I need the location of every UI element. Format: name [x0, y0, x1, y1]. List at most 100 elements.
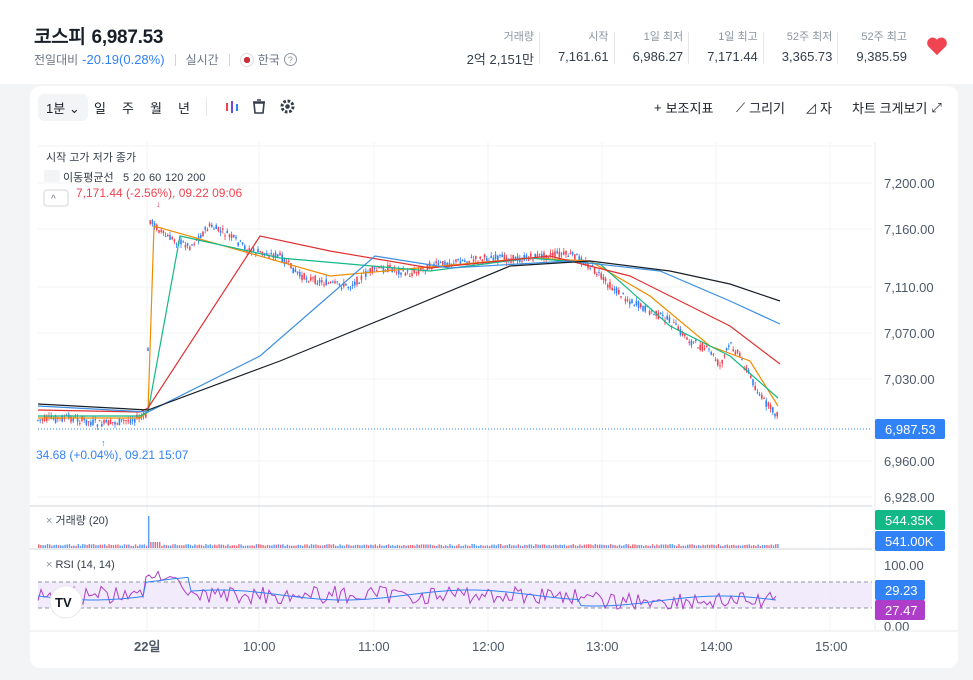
- candle-body: [631, 299, 633, 304]
- chart-size-button[interactable]: 차트 크게보기 ⤢: [852, 99, 942, 117]
- tab-year[interactable]: 년: [178, 101, 190, 116]
- volume-bar: [482, 545, 484, 548]
- volume-bar: [205, 544, 207, 548]
- candle-body: [193, 243, 195, 245]
- candle-body: [596, 274, 598, 276]
- candle-body: [70, 416, 72, 422]
- candle-body: [173, 239, 176, 242]
- candle-body: [545, 255, 547, 260]
- candle-body: [103, 420, 105, 424]
- volume-bar: [181, 545, 183, 548]
- volume-bar: [315, 544, 317, 548]
- candle-body: [191, 244, 193, 246]
- volume-bar: [134, 544, 137, 548]
- tab-day[interactable]: 일: [94, 101, 106, 116]
- volume-bar: [299, 545, 302, 548]
- candle-body: [261, 251, 264, 255]
- draw-button[interactable]: ⟋ 그리기: [736, 99, 785, 117]
- volume-bar: [145, 545, 148, 548]
- candle-body: [398, 268, 400, 275]
- volume-bar: [427, 544, 429, 548]
- change-label: 전일대비: [34, 53, 79, 67]
- candle-body: [175, 243, 178, 245]
- volume-bar: [731, 544, 733, 548]
- volume-bar: [374, 544, 376, 548]
- candle-body: [222, 228, 224, 230]
- candle-body: [340, 287, 343, 289]
- candle-body: [525, 255, 528, 259]
- volume-bar: [673, 545, 676, 548]
- candle-body: [574, 254, 576, 260]
- tab-month[interactable]: 월: [150, 101, 162, 116]
- gear-icon[interactable]: [279, 98, 296, 115]
- price-chart[interactable]: 시작 고가 저가 종가 이동평균선 5 20 60 120 200 ^ 7,17…: [30, 86, 958, 668]
- candle-body: [109, 419, 112, 424]
- volume-bar: [407, 545, 409, 548]
- volume-bar: [302, 545, 304, 548]
- candle-type-icon[interactable]: [224, 99, 240, 115]
- candle-body: [679, 328, 682, 335]
- candle-body: [633, 304, 635, 306]
- volume-bar: [372, 545, 374, 548]
- candle-body: [257, 249, 259, 252]
- ruler-button[interactable]: ◿ 자: [806, 99, 832, 117]
- volume-bar: [429, 544, 431, 548]
- indicator-button[interactable]: + 보조지표: [654, 100, 714, 116]
- candle-body: [114, 422, 116, 425]
- volume-bar: [161, 545, 163, 548]
- candle-body: [499, 254, 501, 257]
- candle-body: [453, 263, 455, 265]
- volume-bar: [471, 544, 473, 548]
- volume-bar: [93, 544, 95, 548]
- candle-body: [215, 225, 217, 229]
- ma-200-line: [37, 260, 781, 411]
- collapse-legend-button[interactable]: [43, 189, 69, 207]
- candle-body: [512, 255, 514, 262]
- ma-legend: 이동평균선 5 20 60 120 200 ^: [43, 170, 205, 207]
- help-icon[interactable]: ?: [283, 53, 297, 66]
- volume-bar: [526, 545, 528, 548]
- volume-bar: [420, 544, 423, 548]
- ohlc-legend: 시작 고가 저가 종가: [46, 151, 136, 164]
- candle-body: [116, 423, 118, 425]
- favorite-heart-icon[interactable]: [926, 36, 948, 56]
- candle-body: [752, 379, 754, 386]
- volume-bar: [456, 545, 458, 548]
- volume-bar: [777, 544, 779, 548]
- candle-body: [129, 419, 132, 424]
- volume-bar: [676, 545, 678, 548]
- volume-bar: [458, 544, 460, 548]
- candle-body: [615, 287, 618, 294]
- volume-bar: [101, 544, 104, 548]
- volume-bar: [647, 545, 649, 548]
- candle-body: [127, 420, 129, 422]
- volume-bar: [460, 545, 462, 548]
- tradingview-logo-icon[interactable]: [49, 585, 83, 619]
- volume-bar: [434, 545, 436, 548]
- trash-icon[interactable]: [251, 98, 267, 115]
- volume-bar: [775, 544, 777, 548]
- svg-text:이동평균선: 이동평균선: [63, 171, 114, 184]
- eye-off-icon[interactable]: [44, 170, 60, 182]
- time-tick: 11:00: [358, 639, 390, 654]
- tab-week[interactable]: 주: [122, 101, 134, 116]
- candle-body: [189, 246, 191, 250]
- volume-bar: [40, 545, 42, 548]
- candle-body: [604, 278, 607, 282]
- candle-body: [349, 287, 352, 289]
- interval-select[interactable]: 1분 ⌄: [38, 94, 88, 121]
- candle-body: [149, 220, 151, 224]
- candle-body: [312, 277, 314, 279]
- candle-body: [290, 263, 292, 269]
- volume-bar: [348, 544, 350, 548]
- candle-body: [120, 419, 123, 421]
- candle-body: [697, 347, 699, 349]
- volume-bar: [38, 544, 40, 548]
- candle-body: [263, 252, 266, 254]
- stats-row: 거래량 2억 2,151만 시작 7,161.61 1일 최저 6,986.27 1일…: [455, 28, 907, 68]
- volume-bar: [469, 545, 471, 548]
- volume-bar: [405, 545, 407, 548]
- volume-bar: [167, 545, 170, 548]
- volume-bar: [651, 544, 654, 548]
- low-marker-arrow: ↑: [101, 438, 106, 448]
